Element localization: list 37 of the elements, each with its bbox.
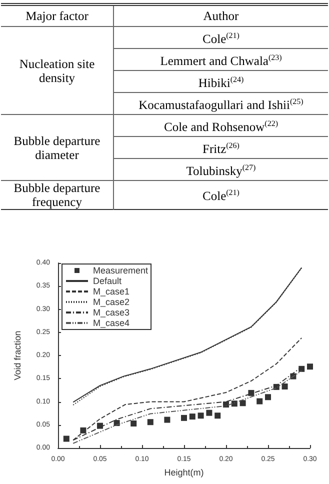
point bbox=[231, 400, 238, 407]
legend-label: M_case2 bbox=[93, 297, 130, 307]
y-axis-title: Void fraction bbox=[12, 330, 22, 380]
category-label: Nucleation site density bbox=[19, 56, 95, 84]
point bbox=[164, 416, 170, 423]
legend-label: M_case1 bbox=[93, 286, 130, 296]
point bbox=[240, 400, 246, 406]
point bbox=[206, 410, 212, 416]
point bbox=[214, 412, 221, 419]
legend-label: Default bbox=[93, 276, 122, 286]
point bbox=[147, 419, 154, 426]
legend-label: M_case3 bbox=[93, 308, 130, 318]
legend-label: Measurement bbox=[93, 266, 149, 276]
point bbox=[307, 364, 313, 370]
legend-label: M_case4 bbox=[93, 318, 130, 328]
category-label: Bubble departure diameter bbox=[14, 134, 100, 162]
point bbox=[189, 414, 196, 420]
point bbox=[198, 412, 204, 419]
text: Tolubinsky$^{(27)}$ bbox=[186, 162, 256, 178]
text: Cole$^{(21)}$ bbox=[202, 188, 240, 204]
point bbox=[256, 398, 263, 404]
point bbox=[248, 390, 254, 396]
text: Fritz$^{(26)}$ bbox=[202, 140, 240, 156]
point bbox=[130, 420, 137, 426]
category-label: Author bbox=[114, 4, 328, 26]
category-label: Bubble departure frequency bbox=[14, 181, 100, 209]
text: Hibiki$^{(24)}$ bbox=[198, 74, 244, 90]
category-label: Major factor bbox=[1, 4, 114, 26]
point bbox=[181, 414, 187, 421]
text: Lemmert and Chwala$^{(23)}$ bbox=[160, 52, 282, 68]
text: Cole$^{(21)}$ bbox=[202, 30, 240, 46]
text: Kocamustafaogullari and Ishii$^{(25)}$ bbox=[138, 96, 304, 112]
x-axis-title: Height(m) bbox=[164, 467, 204, 478]
point bbox=[63, 436, 70, 442]
point bbox=[282, 383, 288, 390]
point bbox=[265, 394, 271, 400]
text: Cole and Rohsenow$^{(22)}$ bbox=[164, 118, 278, 134]
